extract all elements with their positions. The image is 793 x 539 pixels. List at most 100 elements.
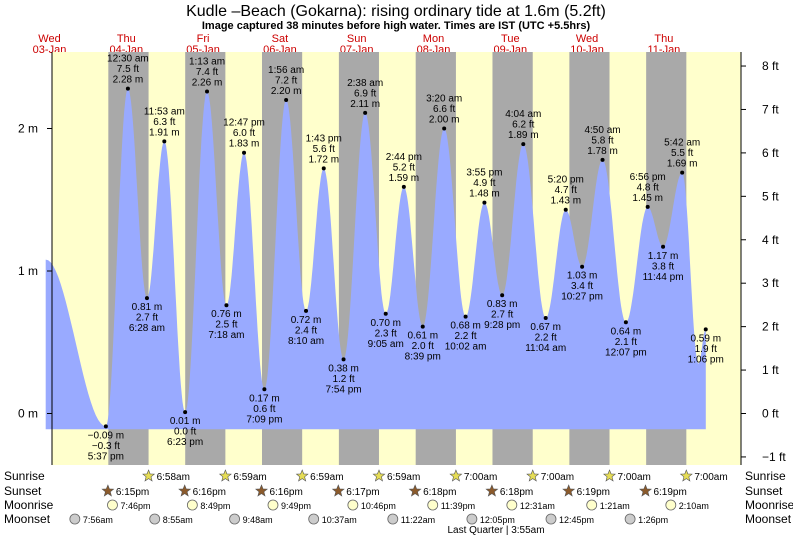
moonrise-time-label: 8:49pm [200,501,230,511]
moonset-time-label: 7:56am [83,515,113,525]
sunset-star-icon [639,484,652,497]
extreme-label: 6.6 ft [433,104,455,115]
tide-extreme: 1:56 am7.2 ft2.20 m [268,65,304,102]
sunset-time-label: 6:17pm [346,487,379,498]
extreme-point [563,207,568,212]
tide-extreme: 0.61 m2.0 ft8:39 pm [405,324,441,363]
extreme-point [242,150,247,155]
extreme-label: 8:39 pm [405,352,441,363]
extreme-label: 12:47 pm [223,118,265,129]
extreme-label: −0.3 ft [92,441,120,452]
extreme-label: 2.4 ft [295,325,317,336]
astro-rows: Sunrise Sunrise 6:58am 6:59am 6:59am 6:59am 7:… [4,469,793,526]
extreme-label: 4.9 ft [473,178,495,189]
sunset-star-icon [331,484,345,497]
extreme-point [645,204,650,209]
extreme-label: 1.78 m [587,146,618,157]
moonrise-row-label-right: Moonrise [745,498,793,512]
plot-area: −0.09 m−0.3 ft5:37 pm 12:30 am7.5 ft2.28 … [45,52,741,465]
extreme-point [363,110,368,115]
left-axis-tick-label: 0 m [18,407,38,421]
extreme-label: 10:02 am [445,342,487,353]
extreme-label: 5.2 ft [393,162,415,173]
day-name-label: Thu [117,33,136,45]
right-axis-tick-label: 8 ft [762,59,779,73]
extreme-label: 0.81 m [132,302,163,313]
extreme-label: 0.70 m [370,318,401,329]
extreme-label: 1:13 am [189,56,225,67]
tide-extreme: 1:43 pm5.6 ft1.72 m [306,133,342,171]
moonset-time-label: 1:26pm [638,515,668,525]
left-axis-tick-label: 1 m [18,264,38,278]
right-axis-tick-label: 7 ft [762,102,779,116]
extreme-label: 1:43 pm [306,133,342,144]
tide-extreme: 0.70 m2.3 ft9:05 am [368,311,404,350]
chart-subtitle: Image captured 38 minutes before high wa… [202,20,591,32]
moonrise-moon-icon [506,499,518,511]
extreme-label: 8:10 am [288,336,324,347]
moonset-time-label: 12:05pm [480,515,515,525]
sunrise-time-label: 6:59am [233,472,266,483]
extreme-label: 5.8 ft [591,135,613,146]
tide-extreme: −0.09 m−0.3 ft5:37 pm [88,424,124,462]
sunrise-time-label: 7:00am [694,472,727,483]
extreme-label: 1:56 am [268,65,304,76]
extreme-point [580,264,585,269]
extreme-label: 0.17 m [249,393,280,404]
tide-extreme: 6:56 pm4.8 ft1.45 m [630,172,666,209]
extreme-label: 1.43 m [550,196,581,207]
moonset-moon-icon [229,513,240,525]
tide-extreme: 2:44 pm5.2 ft1.59 m [386,152,422,189]
extreme-point [463,314,468,319]
extreme-label: 2.0 ft [412,341,434,352]
moonset-time-label: 10:37am [322,515,357,525]
extreme-label: 6.9 ft [354,88,376,99]
extreme-label: 2.2 ft [535,333,557,344]
extreme-label: 2.11 m [350,99,380,110]
extreme-label: 1.91 m [149,127,180,138]
tide-extreme: 5:42 am5.5 ft1.69 m [664,138,700,175]
right-axis-tick-label: 5 ft [762,189,779,203]
moon-phase-footer: Last Quarter | 3:55am [447,525,544,536]
moonrise-time-label: 10:46pm [361,501,396,511]
tide-extreme: 0.17 m0.6 ft7:09 pm [246,387,282,425]
extreme-label: 4.7 ft [555,185,577,196]
extreme-point [183,410,188,415]
extreme-label: 2.1 ft [615,337,637,348]
sunrise-time-label: 6:59am [387,472,420,483]
tide-extreme: 0.76 m2.5 ft7:18 am [208,303,245,341]
day-name-label: Fri [197,33,210,45]
right-axis-tick-label: 0 ft [762,407,779,421]
sunset-row: Sunset Sunset 6:15pm 6:16pm 6:16pm 6:17pm 6:18… [4,484,783,498]
extreme-label: 6:56 pm [630,172,666,183]
sunset-time-label: 6:15pm [116,487,149,498]
extreme-label: 6.3 ft [153,117,175,128]
right-axis-tick-label: 1 ft [762,363,779,377]
sunset-row-label-left: Sunset [4,484,42,498]
extreme-label: 6.0 ft [233,128,255,139]
extreme-label: 6.2 ft [512,120,534,131]
tide-curve [45,88,706,430]
extreme-label: 12:30 am [107,54,149,65]
right-axis-tick-label: −1 ft [762,450,786,464]
axes: 0 m 1 m 2 m −1 ft 0 ft 1 ft 2 ft 3 ft 4 ft 5 ft 6 … [18,52,786,465]
sunset-star-icon [562,484,576,497]
tide-extrema: −0.09 m−0.3 ft5:37 pm 12:30 am7.5 ft2.28 … [88,54,724,463]
extreme-label: 1.03 m [567,271,598,282]
extreme-label: 1.69 m [667,159,698,170]
moonset-moon-icon [387,513,399,525]
extreme-label: 1.83 m [229,139,260,150]
extreme-label: 1.17 m [648,251,679,262]
sunrise-time-label: 6:58am [157,472,190,483]
sunrise-time-label: 7:00am [541,472,574,483]
extreme-label: 0.0 ft [174,427,196,438]
extreme-label: 5.6 ft [313,144,335,155]
day-name-label: Mon [423,33,444,45]
extreme-label: 2:38 am [347,78,383,89]
sunrise-star-icon [372,469,386,482]
extreme-label: 5:37 pm [88,451,124,462]
extreme-label: −0.09 m [88,430,124,441]
